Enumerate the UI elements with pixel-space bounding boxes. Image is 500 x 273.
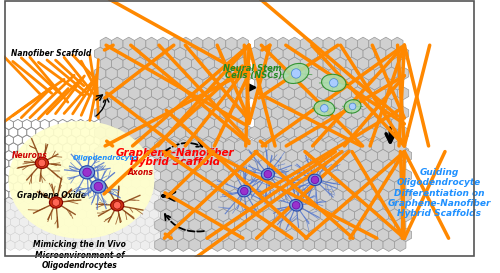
Circle shape — [83, 168, 92, 177]
Ellipse shape — [322, 74, 346, 91]
Text: Neural Stem: Neural Stem — [224, 64, 282, 73]
Circle shape — [292, 201, 300, 209]
Circle shape — [240, 187, 248, 195]
Text: Cells (NSCs): Cells (NSCs) — [224, 71, 282, 80]
Ellipse shape — [314, 101, 334, 116]
Circle shape — [38, 159, 46, 167]
Text: Graphene-Nanofiber: Graphene-Nanofiber — [116, 148, 234, 158]
Ellipse shape — [50, 197, 62, 208]
Ellipse shape — [36, 157, 49, 168]
Text: Axons: Axons — [128, 168, 154, 177]
Circle shape — [52, 199, 60, 206]
Text: Nanofiber Scaffold: Nanofiber Scaffold — [11, 49, 92, 58]
Ellipse shape — [238, 185, 251, 197]
Ellipse shape — [290, 200, 302, 211]
Ellipse shape — [110, 200, 124, 211]
Text: Guiding
Oligodendrocyte
Differentiation on
Graphene-Nanofiber
Hybrid Scaffolds: Guiding Oligodendrocyte Differentiation … — [388, 168, 491, 218]
Circle shape — [264, 170, 272, 178]
Circle shape — [292, 69, 301, 78]
Ellipse shape — [262, 168, 274, 180]
Text: Mimicking the In Vivo
Microenvironment of
Oligodendrocytes: Mimicking the In Vivo Microenvironment o… — [33, 240, 126, 270]
Circle shape — [320, 105, 328, 112]
Circle shape — [114, 201, 121, 209]
Ellipse shape — [91, 180, 106, 193]
Ellipse shape — [284, 63, 309, 84]
Text: Hybrid Scaffold: Hybrid Scaffold — [130, 157, 220, 167]
Circle shape — [330, 79, 338, 87]
Text: Oligodendrocyte: Oligodendrocyte — [73, 155, 138, 161]
Circle shape — [350, 103, 356, 110]
Ellipse shape — [308, 174, 322, 186]
Ellipse shape — [8, 121, 154, 239]
FancyBboxPatch shape — [9, 59, 94, 118]
Text: Neurons: Neurons — [12, 151, 48, 160]
Ellipse shape — [344, 100, 361, 113]
Text: Graphene Oxide: Graphene Oxide — [17, 191, 86, 200]
Circle shape — [311, 176, 318, 184]
Ellipse shape — [80, 166, 94, 179]
Circle shape — [94, 182, 102, 191]
